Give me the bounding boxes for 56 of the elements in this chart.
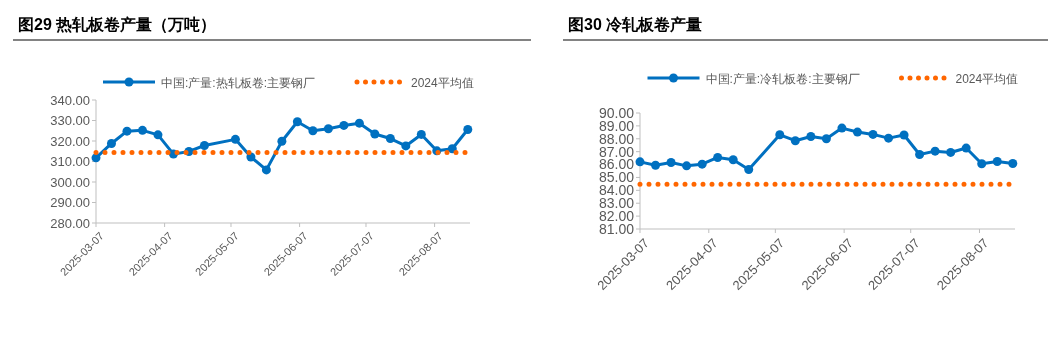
point [946, 147, 956, 157]
point [775, 130, 785, 140]
y-tick-label: 290.00 [50, 195, 90, 211]
point [230, 134, 240, 144]
legend-label: 2024平均值 [411, 75, 474, 90]
point [447, 144, 457, 154]
point [292, 117, 302, 127]
point [868, 129, 878, 139]
point [992, 156, 1002, 166]
y-tick-label: 300.00 [50, 174, 90, 190]
point [697, 159, 707, 169]
point [137, 125, 147, 135]
point [1008, 159, 1018, 169]
chart-title: 图29 热轧板卷产量（万吨） [18, 16, 217, 34]
point [744, 164, 754, 174]
point [930, 146, 940, 156]
point [728, 155, 738, 165]
legend-label: 中国:产量:热轧板卷:主要钢厂 [161, 75, 316, 90]
point [401, 141, 411, 151]
point [837, 123, 847, 133]
point [199, 141, 209, 151]
point [790, 136, 800, 146]
point [682, 161, 692, 171]
point [635, 157, 645, 167]
point [977, 159, 987, 169]
point [153, 130, 163, 140]
point [821, 134, 831, 144]
point [961, 143, 971, 153]
y-tick-label: 280.00 [50, 215, 90, 231]
point [122, 126, 132, 136]
point [852, 127, 862, 137]
point [713, 152, 723, 162]
point [323, 124, 333, 134]
point [354, 118, 364, 128]
point [261, 165, 271, 175]
chart-title: 图30 冷轧板卷产量 [568, 16, 703, 33]
point [385, 134, 395, 144]
y-tick-label: 310.00 [50, 154, 90, 170]
y-tick-label: 320.00 [50, 133, 90, 149]
point [370, 129, 380, 139]
point [416, 129, 426, 139]
point [463, 125, 473, 135]
point [899, 130, 909, 140]
point [915, 150, 925, 159]
y-tick-label: 340.00 [50, 92, 90, 108]
y-tick-label: 330.00 [50, 113, 90, 129]
legend-label: 2024平均值 [955, 71, 1019, 86]
point [884, 133, 894, 143]
point [277, 136, 287, 146]
legend-label: 中国:产量:冷轧板卷:主要钢厂 [705, 71, 860, 86]
point [106, 138, 116, 148]
point [806, 131, 816, 141]
point [308, 126, 318, 136]
point [666, 157, 676, 167]
point [651, 160, 661, 170]
point [339, 120, 349, 130]
